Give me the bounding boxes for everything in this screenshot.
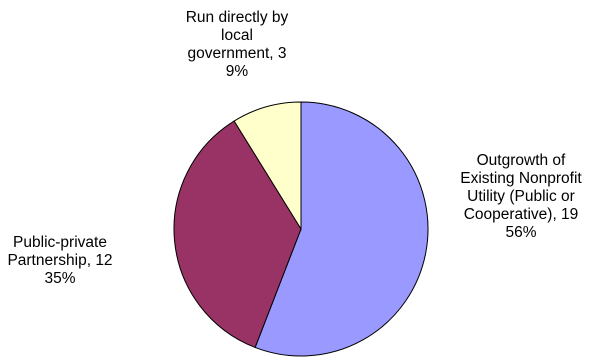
slice-label-line: Cooperative), 19 — [464, 206, 579, 223]
slice-label-line: Run directly by — [186, 9, 289, 26]
slice-label: Outgrowth of Existing Nonprofit Utility (P… — [460, 152, 582, 241]
slice-label: Run directly by local government, 3 9% — [186, 9, 289, 80]
pie-slice — [233, 101, 302, 231]
pie-slices — [173, 101, 429, 357]
pie-slice — [173, 120, 302, 349]
slice-label-line: 9% — [226, 63, 249, 80]
slice-label-line: Partnership, 12 — [7, 252, 112, 269]
slice-label-line: Existing Nonprofit — [460, 170, 582, 187]
slice-label-line: Outgrowth of — [477, 152, 566, 169]
slice-label-line: Public-private — [13, 234, 107, 251]
slice-labels: Outgrowth of Existing Nonprofit Utility (P… — [7, 9, 582, 287]
slice-label-line: Utility (Public or — [467, 188, 575, 205]
slice-label-line: 35% — [44, 270, 75, 287]
slice-label: Public-private Partnership, 12 35% — [7, 234, 112, 287]
slice-label-line: government, 3 — [187, 45, 286, 62]
pie-slice — [254, 101, 429, 357]
slice-label-line: local — [221, 27, 253, 44]
slice-label-line: 56% — [505, 224, 536, 241]
